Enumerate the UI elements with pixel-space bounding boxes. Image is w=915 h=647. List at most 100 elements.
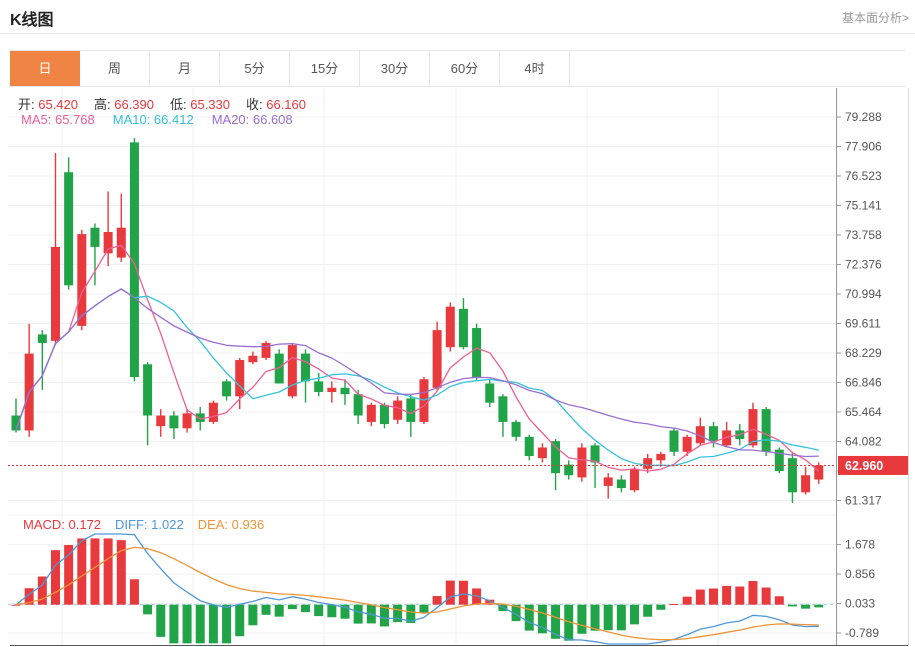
- price-tick-label: 72.376: [845, 258, 882, 272]
- macd-bar: [524, 604, 534, 631]
- ma20-line: [15, 288, 819, 458]
- candle-up: [814, 462, 824, 484]
- readout-item: DIFF: 1.022: [115, 517, 184, 532]
- tab-h4[interactable]: 4时: [500, 51, 570, 86]
- macd-tick-label: -0.789: [845, 626, 879, 640]
- readout-item: 低: 65.330: [170, 97, 230, 112]
- tab-m5[interactable]: 5分: [220, 51, 290, 86]
- candle-down: [314, 372, 324, 397]
- candle-up: [103, 191, 113, 267]
- readout-item: 高: 66.390: [94, 97, 154, 112]
- candle-down: [524, 434, 534, 461]
- macd-tick-label: 0.033: [845, 597, 875, 611]
- readout-item: MACD: 0.172: [23, 517, 102, 532]
- macd-bar: [551, 604, 561, 639]
- candle-up: [156, 409, 166, 437]
- macd-bar: [169, 604, 179, 644]
- candle-up: [327, 381, 337, 403]
- candle-down: [590, 443, 600, 489]
- candle-up: [24, 323, 34, 437]
- candle-up: [248, 351, 258, 365]
- macd-bar: [458, 580, 468, 605]
- candle-down: [472, 323, 482, 382]
- candle-down: [708, 421, 718, 448]
- macd-bar: [116, 540, 126, 605]
- macd-bar: [419, 604, 429, 614]
- macd-bar: [761, 587, 771, 605]
- candle-up: [801, 466, 811, 495]
- candle-down: [379, 402, 389, 429]
- candle-down: [406, 394, 416, 437]
- candle-up: [577, 443, 587, 482]
- macd-bar: [735, 586, 745, 605]
- macd-bar: [590, 604, 600, 631]
- macd-bar: [669, 604, 679, 606]
- macd-bar: [24, 588, 34, 605]
- macd-bar: [722, 585, 732, 605]
- macd-bar: [274, 604, 284, 617]
- readout-item: 收: 66.160: [246, 97, 306, 112]
- price-tick-label: 69.611: [845, 317, 881, 331]
- tab-m30[interactable]: 30分: [360, 51, 430, 86]
- price-tick-label: 77.906: [845, 140, 882, 154]
- readout-item: 开: 65.420: [18, 97, 78, 112]
- price-tick-label: 64.082: [845, 435, 882, 449]
- candle-up: [287, 342, 297, 399]
- candle-up: [261, 340, 271, 361]
- candle-down: [353, 389, 363, 425]
- candle-down: [458, 298, 468, 350]
- candle-up: [682, 434, 692, 457]
- candle-down: [222, 379, 232, 401]
- candle-up: [630, 466, 640, 493]
- price-tick-label: 79.288: [845, 110, 882, 124]
- macd-bar: [64, 545, 74, 605]
- macd-bar: [682, 596, 692, 605]
- macd-bar: [801, 604, 811, 609]
- ma-lines: [15, 244, 820, 472]
- macd-bar: [616, 604, 626, 631]
- macd-bar: [143, 604, 153, 615]
- tab-m15[interactable]: 15分: [290, 51, 360, 86]
- price-axis: 79.288 77.906 76.523 75.141 73.758 72.376 70.9…: [8, 88, 909, 646]
- candle-up: [643, 453, 653, 474]
- macd-tick-label: 0.856: [845, 567, 875, 581]
- macd-bar: [406, 604, 416, 623]
- price-tick-label: 73.758: [845, 228, 882, 242]
- macd-tick-label: 1.678: [845, 538, 875, 552]
- macd-bar: [603, 604, 613, 631]
- tab-day[interactable]: 日: [10, 51, 80, 86]
- macd-bar: [195, 604, 205, 644]
- tab-month[interactable]: 月: [150, 51, 220, 86]
- candle-up: [537, 443, 547, 463]
- tab-week[interactable]: 周: [80, 51, 150, 86]
- candle-down: [511, 419, 521, 442]
- candle-down: [169, 411, 179, 439]
- ma5-line: [15, 244, 820, 472]
- fundamental-analysis-link[interactable]: 基本面分析>: [841, 11, 909, 25]
- macd-bar: [814, 604, 824, 608]
- macd-bar: [222, 604, 232, 644]
- candle-down: [37, 330, 47, 390]
- candle-up: [366, 402, 376, 427]
- tab-m60[interactable]: 60分: [430, 51, 500, 86]
- macd-bar: [327, 604, 337, 618]
- candle-down: [498, 394, 508, 437]
- macd-bar: [485, 599, 495, 605]
- price-tick-label: 76.523: [845, 169, 882, 183]
- macd-readout: MACD: 0.172 DIFF: 1.022 DEA: 0.936: [23, 517, 278, 532]
- macd-bar: [708, 588, 718, 605]
- readout-item: MA10: 66.412: [112, 112, 194, 127]
- macd-bar: [103, 538, 113, 605]
- macd-bar: [261, 604, 271, 615]
- macd-bar: [287, 604, 297, 610]
- macd-bar: [77, 538, 87, 605]
- candle-up: [748, 402, 758, 448]
- macd-bar: [314, 604, 324, 617]
- current-price-badge: 62.960: [838, 455, 908, 475]
- svg-text:62.960: 62.960: [845, 459, 883, 473]
- candle-down: [129, 138, 139, 382]
- readout-item: DEA: 0.936: [197, 517, 265, 532]
- macd-bar: [537, 604, 547, 634]
- macd-bar: [695, 589, 705, 605]
